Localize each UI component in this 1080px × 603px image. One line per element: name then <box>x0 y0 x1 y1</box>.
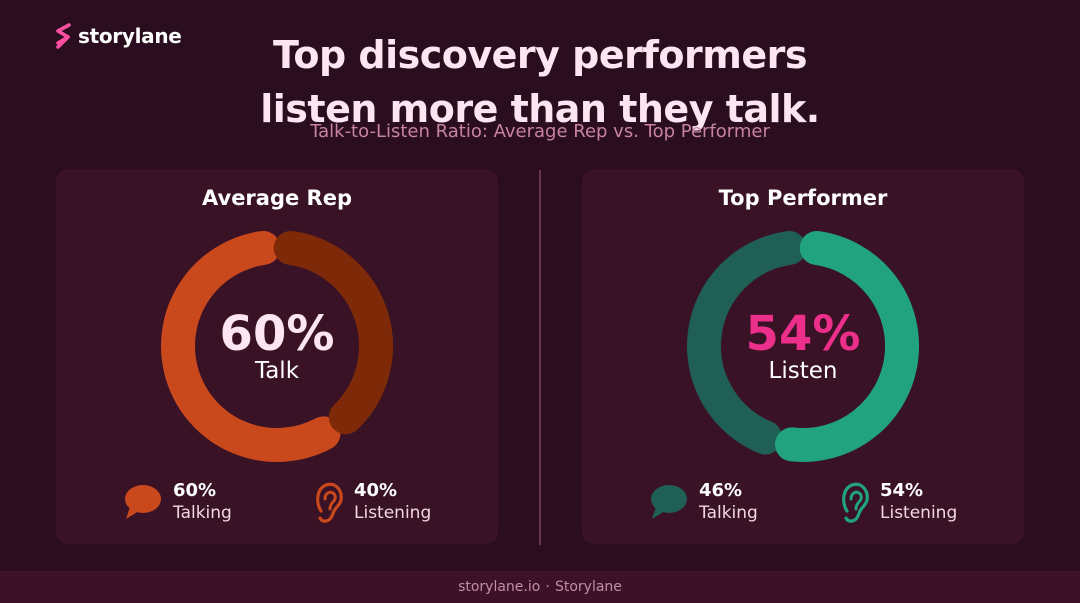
average-rep-card: Average Rep 60% Talk 60% Talking 40% Lis… <box>56 169 498 544</box>
brand-name: storylane <box>78 24 182 48</box>
legend-label: Listening <box>354 503 432 523</box>
ear-icon <box>316 482 343 523</box>
top-performer-card: Top Performer 54% Listen 46% Talking 54%… <box>582 169 1024 544</box>
footer: storylane.io · Storylane <box>0 571 1080 603</box>
speech-bubble-icon <box>651 485 687 519</box>
center-label: Talk <box>254 358 300 384</box>
legend-value: 54% <box>880 480 924 501</box>
headline-line-1: Top discovery performers <box>273 33 808 77</box>
center-label: Listen <box>768 358 838 384</box>
legend-talking: 46% Talking <box>649 480 758 524</box>
top-performer-donut <box>687 230 919 462</box>
ear-icon <box>842 482 869 523</box>
legend-talking: 60% Talking <box>123 480 232 524</box>
legend-listening: 40% Listening <box>314 480 431 524</box>
card-title: Average Rep <box>202 186 352 210</box>
legend-label: Talking <box>173 503 232 523</box>
legend-value: 40% <box>354 480 398 501</box>
subtitle: Talk-to-Listen Ratio: Average Rep vs. To… <box>310 121 770 142</box>
brand-logo: storylane <box>54 22 182 50</box>
slice-listening <box>774 230 919 462</box>
speech-bubble-icon <box>125 485 161 519</box>
average-rep-donut <box>161 230 393 462</box>
legend-label: Listening <box>880 503 958 523</box>
legend-value: 46% <box>699 480 743 501</box>
legend-value: 60% <box>173 480 217 501</box>
center-value: 60% <box>219 306 335 362</box>
footer-separator: · <box>545 579 550 595</box>
headline-line-2: listen more than they talk. <box>260 87 820 131</box>
center-value: 54% <box>745 306 861 362</box>
footer-site[interactable]: storylane.io <box>458 579 541 595</box>
footer-name: Storylane <box>554 579 622 595</box>
legend-listening: 54% Listening <box>840 480 957 524</box>
storylane-logo-icon <box>56 23 71 49</box>
slice-talking <box>687 230 807 455</box>
divider <box>539 170 541 545</box>
card-title: Top Performer <box>718 186 888 210</box>
slice-talking <box>161 230 341 462</box>
slice-listening <box>273 230 393 435</box>
headline: Top discovery performers listen more tha… <box>0 28 1080 136</box>
legend-label: Talking <box>699 503 758 523</box>
